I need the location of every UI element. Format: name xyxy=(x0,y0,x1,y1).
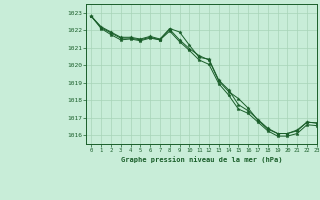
X-axis label: Graphe pression niveau de la mer (hPa): Graphe pression niveau de la mer (hPa) xyxy=(121,156,282,163)
